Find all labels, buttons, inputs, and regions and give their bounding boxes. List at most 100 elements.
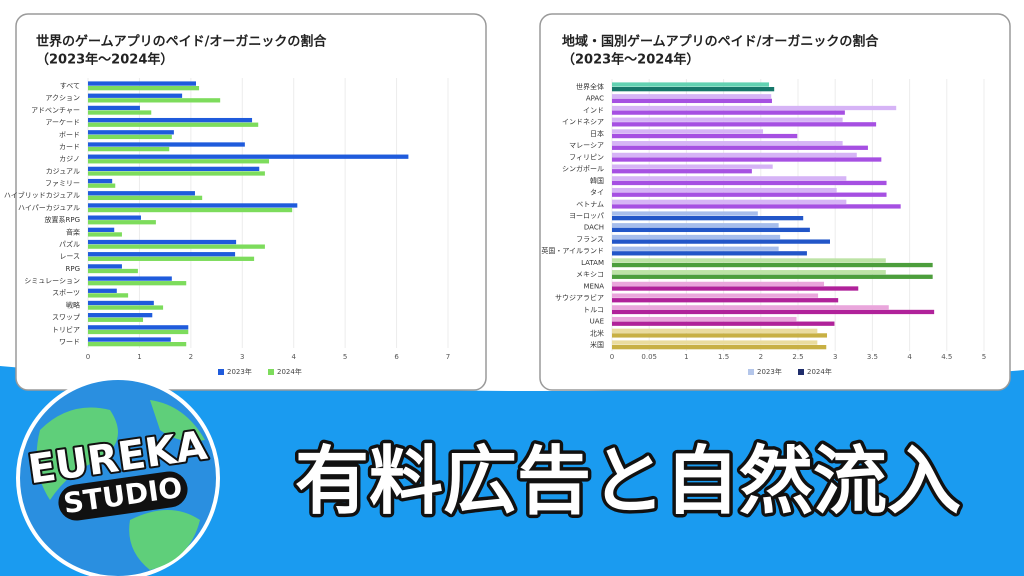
bar xyxy=(612,133,798,139)
bar xyxy=(612,141,843,146)
bar xyxy=(612,199,847,204)
x-tick-label: 1 xyxy=(137,353,141,361)
y-tick-label: レース xyxy=(59,253,80,261)
bar xyxy=(612,105,897,111)
y-tick-label: トルコ xyxy=(583,306,604,314)
bar xyxy=(88,239,237,245)
y-tick-label: フランス xyxy=(576,235,604,243)
y-tick-label: ハイパーカジュアル xyxy=(18,204,80,212)
bar xyxy=(612,211,758,216)
bar xyxy=(88,313,153,318)
y-tick-label: カード xyxy=(59,143,80,151)
logo-pill xyxy=(58,471,188,521)
bar xyxy=(612,239,830,244)
y-tick-label: パズル xyxy=(59,239,80,248)
bar xyxy=(612,251,807,256)
y-tick-label: カジノ xyxy=(59,155,80,163)
legend-swatch xyxy=(748,369,754,375)
bar xyxy=(88,178,113,184)
bar xyxy=(88,329,189,335)
bar xyxy=(88,110,152,115)
bar xyxy=(88,300,154,306)
y-tick-label: タイ xyxy=(590,188,604,197)
bar xyxy=(612,216,804,221)
bar xyxy=(612,328,818,333)
bar xyxy=(612,246,779,251)
x-tick-label: 3 xyxy=(240,353,244,361)
y-tick-label: アドベンチャー xyxy=(31,106,80,114)
bar xyxy=(612,258,886,263)
bar xyxy=(612,129,764,134)
bar xyxy=(88,244,265,249)
chart-title: 世界のゲームアプリのペイド/オーガニックの割合 xyxy=(36,34,327,50)
bar xyxy=(612,309,935,315)
legend-label: 2024年 xyxy=(807,367,832,376)
y-tick-label: ベトナム xyxy=(576,200,604,208)
y-tick-label: メキシコ xyxy=(576,271,604,279)
bar xyxy=(612,94,772,99)
bar xyxy=(612,98,772,104)
legend-swatch xyxy=(798,369,804,375)
bar xyxy=(612,223,779,228)
bar xyxy=(88,207,293,213)
bar xyxy=(88,227,115,232)
bar xyxy=(88,191,195,196)
y-tick-label: アーケード xyxy=(45,119,80,127)
bar xyxy=(612,281,825,287)
chart-panel xyxy=(15,13,487,391)
bar xyxy=(88,305,164,310)
bar xyxy=(612,176,847,181)
y-tick-label: MENA xyxy=(584,282,605,290)
bar xyxy=(612,274,933,279)
bar xyxy=(88,252,236,257)
y-tick-label: 音楽 xyxy=(66,227,80,236)
x-tick-label: 2.5 xyxy=(792,353,803,361)
x-tick-label: 4 xyxy=(291,353,296,361)
bar xyxy=(88,325,189,330)
bar xyxy=(612,270,886,275)
x-tick-label: 3 xyxy=(833,353,837,361)
logo: EUREKA STUDIO xyxy=(16,376,220,576)
y-tick-label: 北米 xyxy=(590,328,604,337)
bar xyxy=(612,164,773,169)
x-tick-label: 4 xyxy=(907,353,912,361)
bar xyxy=(88,122,259,127)
bar xyxy=(88,293,129,298)
bar xyxy=(88,281,187,286)
bar xyxy=(88,276,172,281)
y-tick-label: シンガポール xyxy=(562,164,604,173)
bar xyxy=(612,87,775,92)
legend-label: 2023年 xyxy=(757,367,782,376)
bar xyxy=(612,187,837,193)
y-tick-label: すべて xyxy=(60,82,80,90)
x-tick-label: 1 xyxy=(684,353,688,361)
bar xyxy=(612,204,901,209)
y-tick-label: APAC xyxy=(586,95,604,103)
bar xyxy=(612,157,882,162)
y-tick-label: DACH xyxy=(584,224,604,232)
x-tick-label: 0 xyxy=(86,353,90,361)
bar xyxy=(612,340,818,345)
bar xyxy=(612,305,889,310)
bar xyxy=(88,317,144,322)
bar xyxy=(88,232,122,237)
bar xyxy=(88,93,183,98)
bar xyxy=(88,159,270,164)
y-tick-label: 英国・アイルランド xyxy=(541,246,604,255)
bar xyxy=(88,146,170,152)
y-tick-label: 日本 xyxy=(590,129,604,138)
bar xyxy=(612,152,857,158)
logo-land xyxy=(36,400,206,570)
banner-background xyxy=(0,366,1024,576)
x-tick-label: 1.5 xyxy=(718,353,729,361)
y-tick-label: 韓国 xyxy=(590,176,604,185)
legend-label: 2024年 xyxy=(277,367,302,376)
bar xyxy=(88,195,203,201)
x-tick-label: 4.5 xyxy=(941,353,952,361)
legend-label: 2023年 xyxy=(227,367,252,376)
y-tick-label: 米国 xyxy=(590,340,604,349)
bar xyxy=(612,345,827,350)
y-tick-label: LATAM xyxy=(581,259,604,267)
y-tick-label: ファミリー xyxy=(45,180,80,188)
